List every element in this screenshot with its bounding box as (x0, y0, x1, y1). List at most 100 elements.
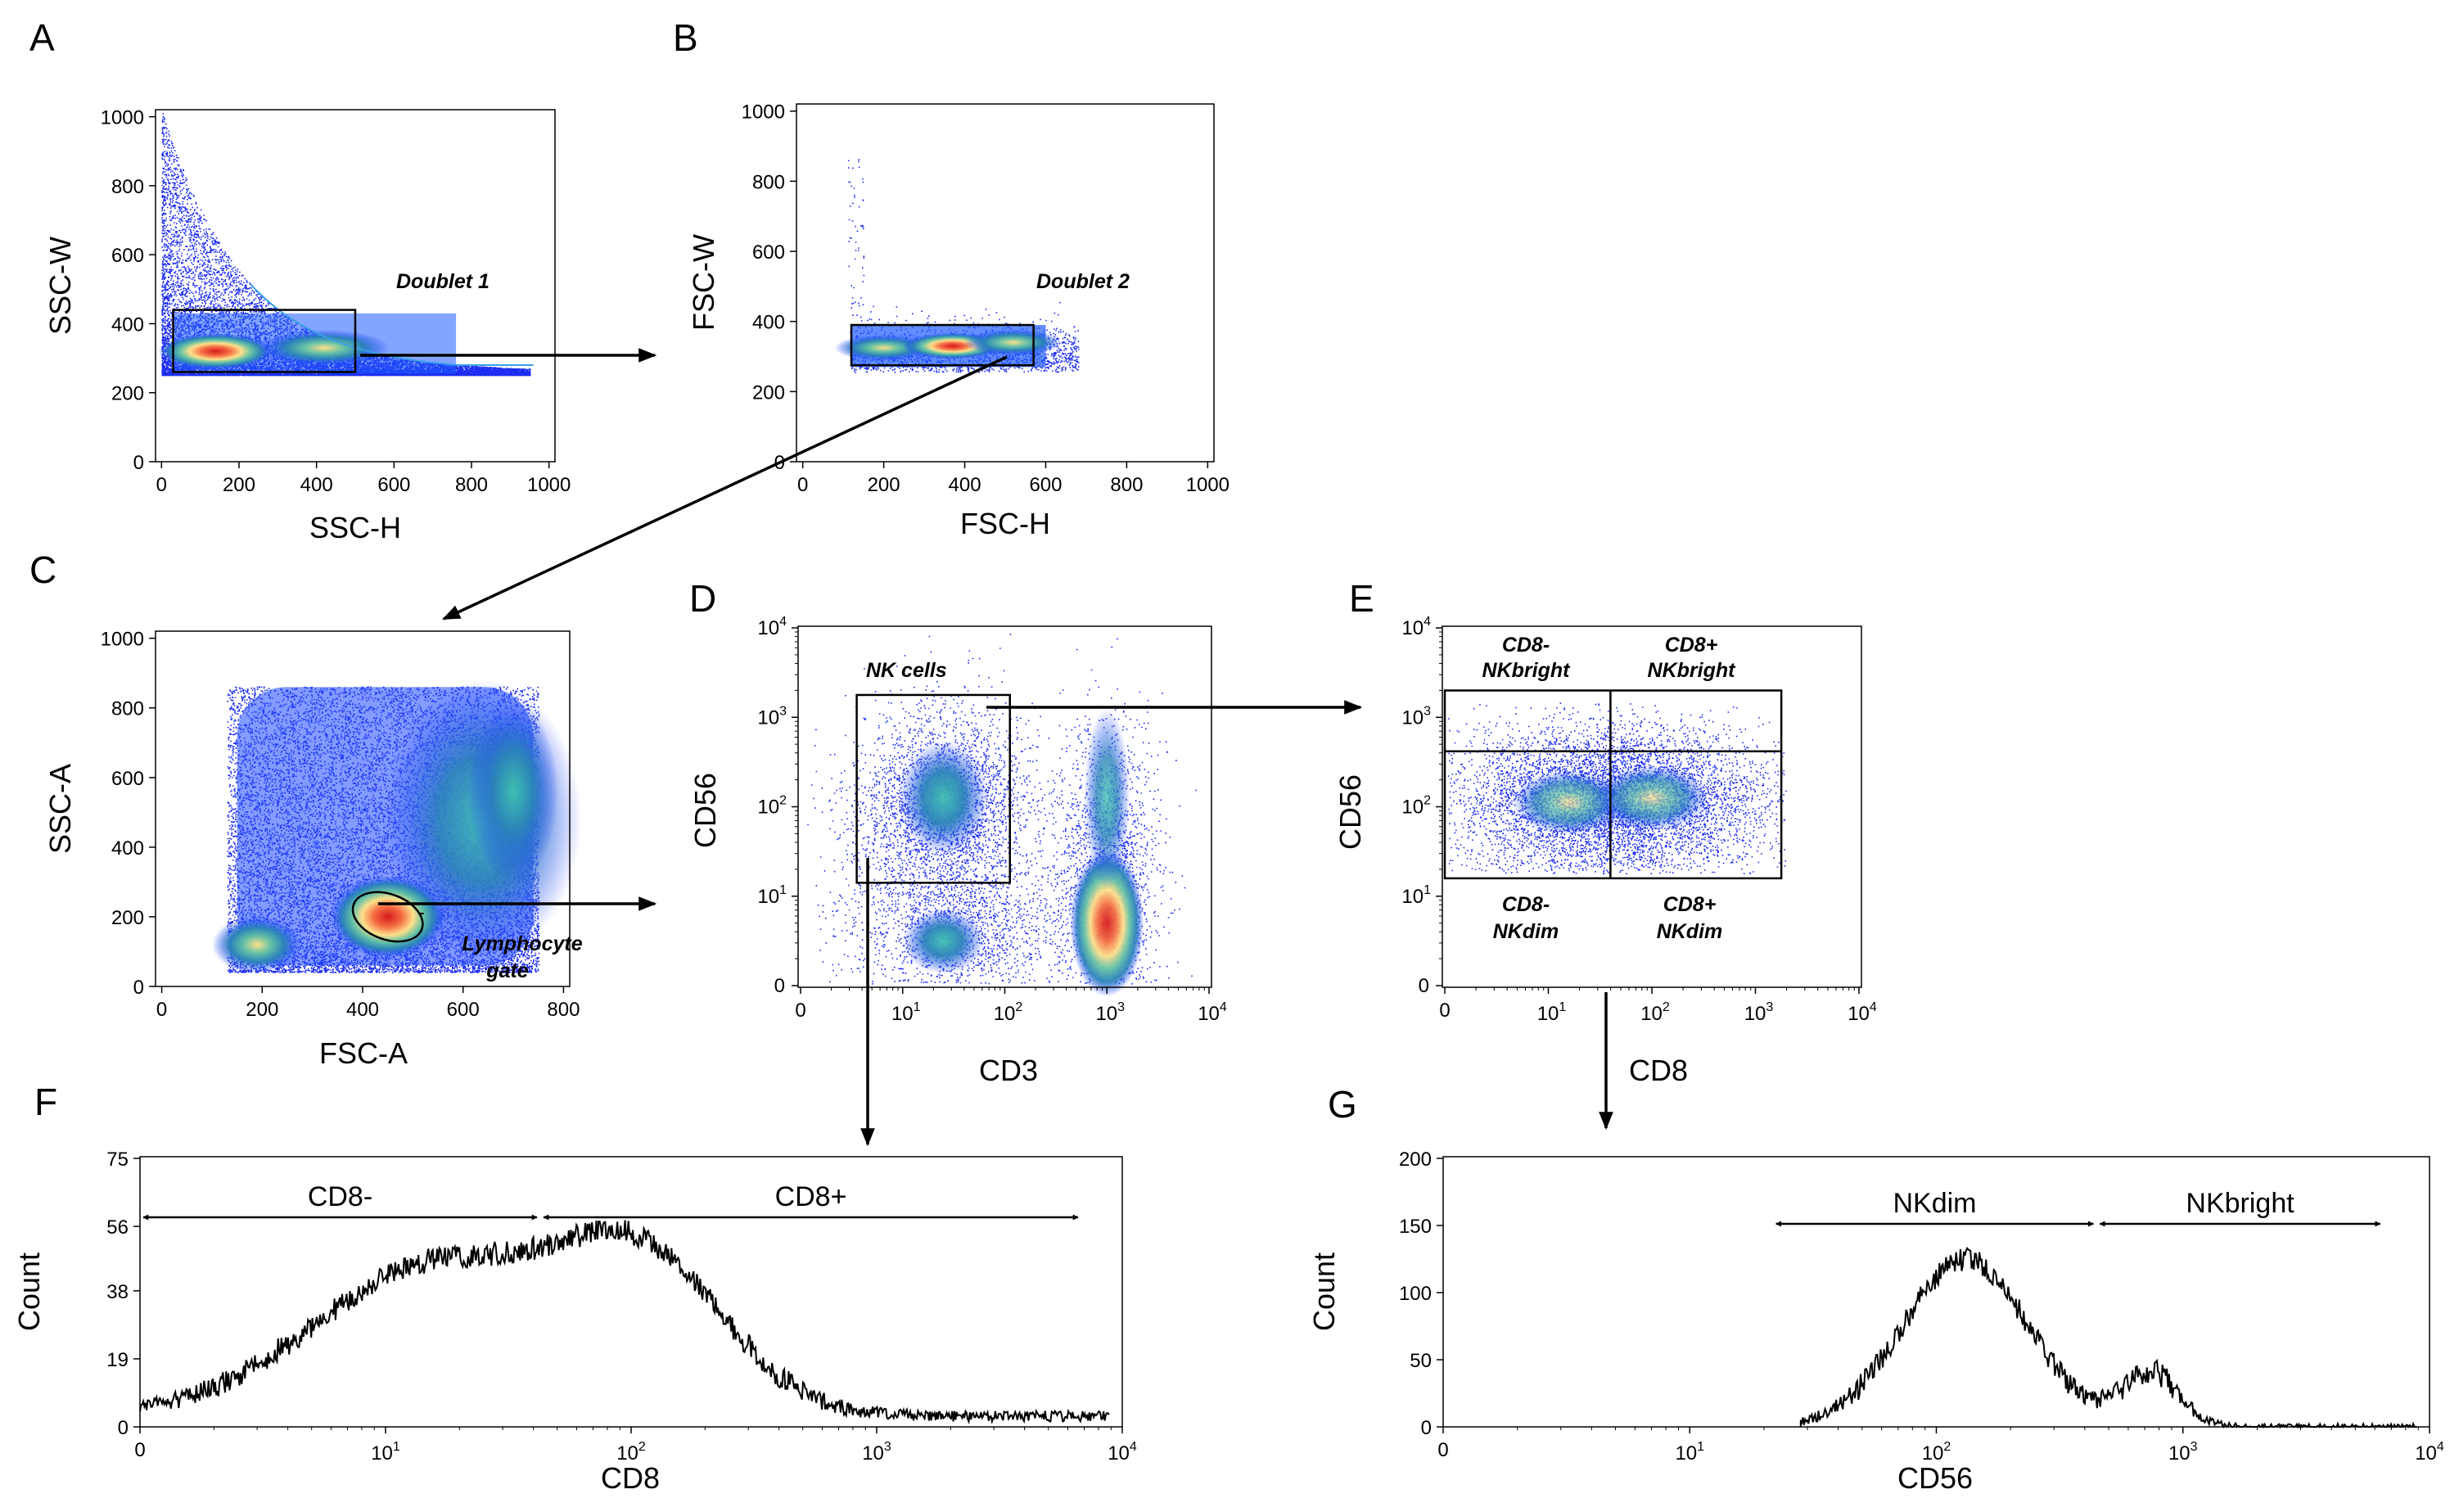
x-tick-label: 200 (246, 999, 278, 1021)
doublet-2-gate (850, 323, 1035, 367)
x-tick-label: 200 (223, 474, 255, 496)
panel-c-x-axis-label: FSC-A (319, 1036, 408, 1070)
y-tick-label: 200 (111, 383, 144, 405)
panel-b-density (834, 159, 1080, 373)
lymphocyte-gate-label-line2: gate (485, 959, 529, 982)
y-tick-label: 102 (757, 794, 787, 819)
panel-e-x-axis-label: CD8 (1629, 1054, 1688, 1087)
population-cluster (330, 875, 445, 958)
y-tick-label: 400 (111, 314, 144, 336)
panel-f-x-axis-label: CD8 (601, 1461, 660, 1495)
cd8-histogram-trace (139, 1220, 1110, 1425)
y-tick-label: 75 (106, 1149, 129, 1171)
population-cluster (902, 908, 985, 974)
y-tick-label: 0 (133, 452, 144, 474)
x-tick-label: 600 (377, 474, 410, 496)
x-tick-label: 400 (300, 474, 333, 496)
y-tick-label: 400 (111, 837, 144, 860)
x-tick-label: 800 (1110, 474, 1143, 496)
y-tick-label: 38 (106, 1281, 129, 1303)
y-tick-label: 104 (1401, 615, 1431, 639)
panel-e-y-axis-label: CD56 (1333, 774, 1367, 850)
panel-d-y-axis-label: CD56 (688, 773, 722, 848)
x-tick-label: 0 (134, 1439, 145, 1461)
panel-e-scatter: 00 101 101 102 102 103 103 104 104 CD8- NKbright… (1333, 615, 1877, 1087)
y-tick-label: 150 (1399, 1216, 1432, 1238)
panel-label-b: B (673, 16, 698, 59)
population-cluster (898, 740, 989, 855)
x-tick-label: 102 (616, 1440, 646, 1465)
y-tick-label: 200 (1399, 1149, 1432, 1171)
panel-a-plot-frame (155, 109, 556, 463)
cd8-nk-quadrant-gate (1443, 689, 1783, 880)
y-tick-label: 1000 (101, 629, 144, 651)
population-cluster (1070, 849, 1144, 997)
x-tick-label: 600 (1029, 474, 1062, 496)
cd56-histogram-trace (1799, 1246, 2417, 1429)
panel-c-density (212, 679, 582, 973)
x-tick-label: 104 (1198, 1000, 1227, 1025)
y-tick-label: 600 (752, 241, 785, 264)
y-tick-label: 56 (106, 1216, 129, 1239)
population-cluster (1084, 707, 1130, 888)
x-tick-label: 0 (1439, 1000, 1450, 1022)
y-tick-label: 1000 (101, 107, 144, 129)
panel-g-x-axis-label: CD56 (1897, 1461, 1973, 1495)
nk-cells-gate (855, 693, 1011, 884)
panel-a-scatter: 0 200 400 600 800 1000 0 200 400 600 800 1000 Doubl… (43, 107, 571, 544)
x-tick-label: 102 (1922, 1440, 1951, 1465)
panel-label-f: F (34, 1081, 57, 1123)
panel-d-x-axis-label: CD3 (979, 1054, 1038, 1087)
panel-f-y-axis-label: Count (12, 1252, 46, 1331)
doublet-1-gate-label: Doublet 1 (396, 270, 490, 293)
panel-f-histogram: 0 19 38 56 75 0 101 102 103 104 CD8- CD8+ CD8 Coun… (12, 1149, 1137, 1495)
x-tick-label: 0 (795, 1000, 805, 1022)
population-cluster (158, 333, 273, 370)
x-tick-label: 103 (2168, 1440, 2198, 1465)
y-tick-label: 200 (752, 381, 785, 404)
x-tick-label: 101 (371, 1440, 400, 1465)
lymphocyte-gate-label-line1: Lymphocyte (462, 932, 582, 955)
y-tick-label: 400 (752, 312, 785, 334)
panel-e-density (1447, 702, 1787, 875)
x-tick-label: 400 (949, 474, 981, 496)
panel-a-density (158, 113, 534, 377)
range-label: CD8- (308, 1181, 372, 1212)
x-tick-label: 102 (994, 1000, 1023, 1025)
y-tick-label: 101 (1401, 883, 1431, 908)
y-tick-label: 100 (1399, 1283, 1432, 1305)
quadrant-ul-line2: NKbright (1482, 659, 1572, 682)
x-tick-label: 800 (455, 474, 488, 496)
y-tick-label: 0 (1421, 1417, 1432, 1439)
lymphocyte-gate (351, 891, 424, 943)
doublet-2-gate-label: Doublet 2 (1036, 270, 1130, 293)
y-tick-label: 103 (1401, 704, 1431, 729)
quadrant-ur-line2: NKbright (1648, 659, 1737, 682)
x-tick-label: 1000 (1186, 474, 1230, 496)
x-tick-label: 600 (447, 999, 480, 1021)
y-tick-label: 800 (111, 176, 144, 198)
y-tick-label: 0 (133, 977, 144, 999)
x-tick-label: 103 (1095, 1000, 1125, 1025)
y-tick-label: 1000 (742, 102, 785, 124)
y-tick-label: 0 (1419, 975, 1429, 997)
doublet-1-gate (172, 309, 357, 373)
panel-c-y-axis-label: SSC-A (43, 764, 77, 854)
range-label: NKdim (1893, 1188, 1976, 1219)
y-tick-label: 800 (752, 171, 785, 193)
population-cluster (259, 329, 390, 366)
y-tick-label: 200 (111, 907, 144, 929)
range-label: NKbright (2186, 1188, 2294, 1219)
panel-c-scatter: 0 200 400 600 800 0 200 400 600 800 1000 Lymphocyt… (43, 629, 583, 1070)
x-tick-label: 101 (1537, 1000, 1567, 1025)
x-tick-label: 800 (547, 999, 580, 1021)
arrow-b-to-c (442, 355, 1008, 621)
panel-g-y-axis-label: Count (1307, 1252, 1341, 1331)
x-tick-label: 0 (1437, 1439, 1448, 1461)
quadrant-ul-line1: CD8- (1502, 634, 1550, 657)
x-tick-label: 102 (1640, 1000, 1670, 1025)
y-tick-label: 50 (1410, 1350, 1432, 1372)
